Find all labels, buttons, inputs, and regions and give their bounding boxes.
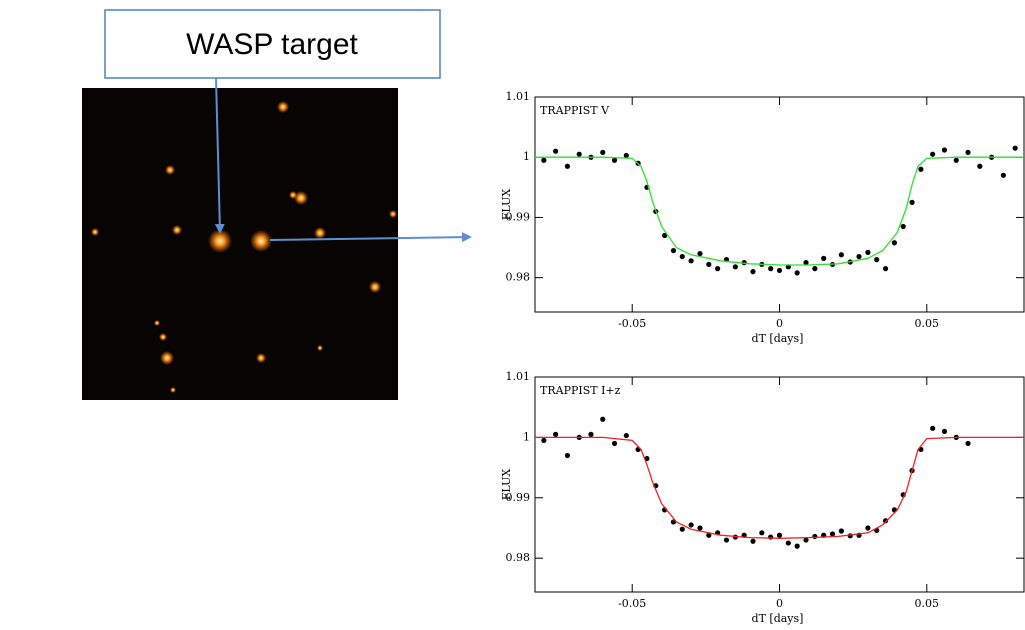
data-point <box>670 247 677 254</box>
data-point <box>697 525 703 531</box>
data-point <box>564 452 571 459</box>
data-point <box>1000 172 1006 178</box>
data-point <box>785 540 791 546</box>
data-point <box>688 258 694 264</box>
model-line <box>535 156 1024 266</box>
x-tick-label: 0 <box>776 597 783 610</box>
data-point <box>865 525 871 531</box>
data-point <box>909 199 915 205</box>
data-point <box>600 149 606 156</box>
data-point <box>623 432 629 439</box>
data-point <box>1012 145 1018 151</box>
model-line <box>535 436 1024 539</box>
data-point <box>794 270 800 276</box>
y-tick-label: 1 <box>523 150 530 163</box>
data-point <box>564 163 571 169</box>
plot-frame <box>534 96 1025 313</box>
data-point <box>776 267 783 274</box>
data-point <box>953 157 959 163</box>
callout-box <box>104 9 441 79</box>
data-point <box>750 269 756 275</box>
y-tick-label: 0.98 <box>506 551 531 564</box>
data-point <box>838 252 844 258</box>
data-point <box>688 522 694 528</box>
y-tick-label: 1.01 <box>506 90 531 103</box>
data-point <box>891 240 897 246</box>
data-point <box>965 440 971 447</box>
data-point <box>803 537 809 543</box>
data-point <box>706 261 712 268</box>
data-point <box>918 166 924 172</box>
data-point <box>576 151 582 157</box>
y-tick-label: 0.99 <box>506 491 531 504</box>
x-tick-label: 0.05 <box>915 317 940 330</box>
data-point <box>838 528 844 534</box>
y-tick-label: 1 <box>523 430 530 443</box>
arrow <box>269 232 472 243</box>
data-point <box>856 253 862 260</box>
data-point <box>723 537 730 543</box>
data-point <box>541 157 547 163</box>
y-tick-label: 0.98 <box>506 271 531 284</box>
data-point <box>541 437 547 444</box>
data-point <box>821 255 827 262</box>
data-point <box>768 266 774 272</box>
x-axis-label: dT [days] <box>752 332 804 345</box>
data-point <box>965 149 971 156</box>
arrow <box>214 77 225 234</box>
data-point <box>812 266 818 272</box>
data-point <box>930 425 936 431</box>
x-axis-label: dT [days] <box>752 612 804 625</box>
data-point <box>697 250 703 257</box>
data-point <box>553 148 559 154</box>
data-point <box>588 431 594 437</box>
y-tick-label: 1.01 <box>506 370 531 383</box>
data-point <box>553 431 559 437</box>
data-point <box>715 266 721 272</box>
x-tick-label: -0.05 <box>618 597 646 610</box>
data-point <box>803 260 809 266</box>
data-point <box>794 543 800 549</box>
data-point <box>941 147 948 153</box>
plot-frame <box>534 376 1025 593</box>
data-point <box>812 533 818 540</box>
data-point <box>600 416 606 422</box>
data-point <box>679 526 685 532</box>
star-field <box>82 88 398 400</box>
data-point <box>829 531 836 537</box>
callout-label: WASP target <box>186 28 358 61</box>
data-point <box>750 538 756 544</box>
data-point <box>900 223 906 230</box>
annotation: TRAPPIST V <box>540 104 610 117</box>
data-point <box>611 440 618 447</box>
data-point <box>776 532 783 538</box>
data-point <box>930 151 936 157</box>
data-point <box>679 253 685 260</box>
data-point <box>977 163 983 169</box>
data-point <box>874 257 880 263</box>
data-point <box>759 530 765 536</box>
x-tick-label: -0.05 <box>618 317 646 330</box>
data-point <box>865 249 871 255</box>
data-point <box>768 534 774 540</box>
data-point <box>882 266 889 272</box>
data-point <box>611 157 618 163</box>
x-tick-label: 0.05 <box>915 597 940 610</box>
data-point <box>882 518 889 524</box>
data-point <box>662 232 668 239</box>
x-tick-label: 0 <box>776 317 783 330</box>
data-point <box>732 264 738 270</box>
annotation: TRAPPIST I+z <box>540 384 621 397</box>
data-point <box>941 428 948 434</box>
data-point <box>623 152 629 159</box>
data-point <box>706 532 712 538</box>
y-axis-label: FLUX <box>500 189 513 221</box>
y-tick-label: 0.99 <box>506 210 531 223</box>
y-axis-label: FLUX <box>500 469 513 501</box>
